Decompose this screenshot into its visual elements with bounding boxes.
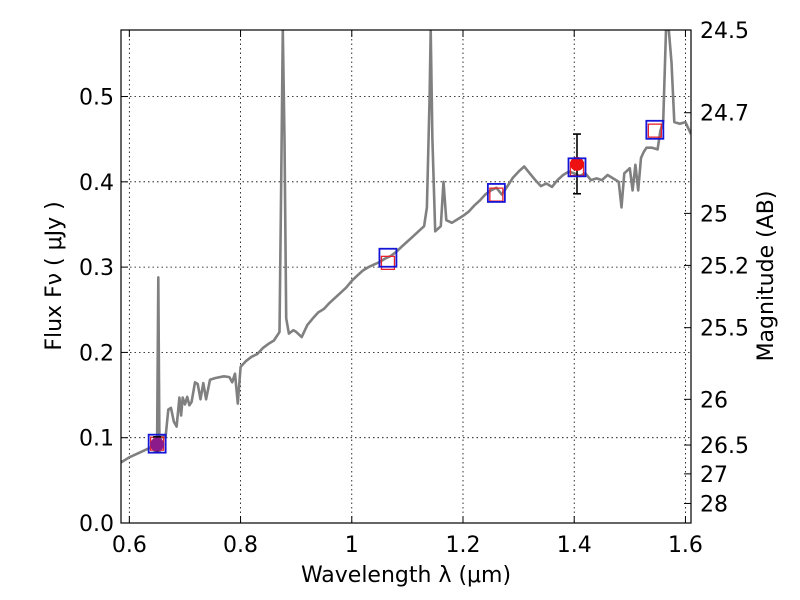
right-tick-label: 24.5: [700, 19, 749, 44]
tick-labels: 0.6 0.8 1 1.2 1.4 1.6 0.0 0.1 0.2 0.3 0.4 0.5 24.5 24…: [79, 19, 749, 558]
observed-flux-point: [570, 156, 584, 171]
right-tick-label: 25.5: [700, 317, 749, 342]
y-tick-label: 0.3: [79, 256, 114, 281]
axes-frame: [120, 29, 692, 524]
bandpass-marker: [645, 119, 665, 140]
right-tick-label: 26: [700, 388, 728, 413]
spectrum-line: [121, 30, 691, 464]
bandpass-marker: [378, 247, 398, 268]
tick-marks: [121, 29, 691, 524]
y-axis-label: Flux Fν ( μJy ): [42, 201, 67, 350]
right-tick-label: 25.2: [700, 254, 749, 279]
x-tick-label: 1: [345, 533, 359, 558]
right-tick-label: 26.5: [700, 434, 749, 459]
x-tick-label: 1.2: [446, 533, 481, 558]
right-tick-label: 25: [700, 202, 728, 227]
bandpass-marker: [147, 433, 167, 454]
bandpass-marker: [486, 183, 506, 203]
plot-area: [121, 30, 691, 464]
model-flux-marker: [647, 123, 663, 138]
x-tick-label: 1.6: [668, 533, 703, 558]
right-tick-label: 28: [700, 492, 728, 517]
x-tick-label: 0.8: [223, 533, 258, 558]
y-tick-label: 0.1: [79, 427, 114, 452]
y-tick-label: 0.2: [79, 341, 114, 366]
right-axis-label: Magnitude (AB): [754, 191, 779, 362]
x-axis-label: Wavelength λ (μm): [301, 563, 511, 588]
observed-flux-point: [150, 437, 165, 452]
x-tick-label: 0.6: [112, 533, 147, 558]
right-tick-label: 24.7: [700, 102, 749, 127]
bandpass-marker: [567, 157, 587, 178]
y-tick-label: 0.5: [79, 86, 114, 111]
y-tick-label: 0.4: [79, 171, 114, 196]
model-flux-marker: [380, 255, 396, 271]
x-tick-label: 1.4: [557, 533, 592, 558]
right-tick-label: 27: [700, 463, 728, 488]
y-tick-label: 0.0: [79, 512, 114, 537]
